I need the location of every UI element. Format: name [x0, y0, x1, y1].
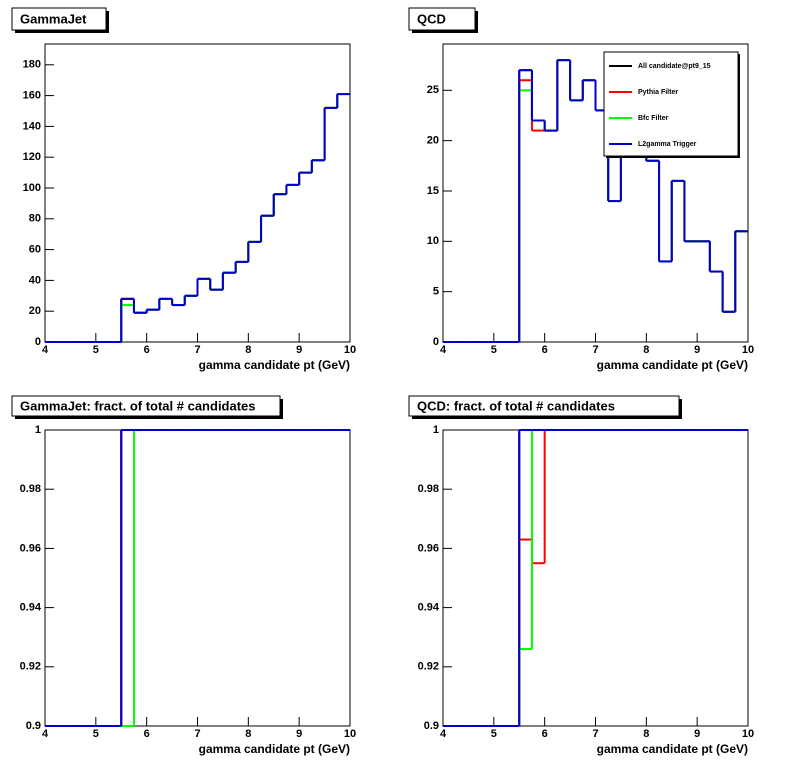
y-tick-label: 0.98: [418, 483, 439, 495]
y-tick-label: 1: [35, 424, 41, 436]
y-tick-label: 20: [427, 135, 439, 147]
x-tick-label: 7: [592, 344, 598, 356]
y-tick-label: 0.94: [20, 602, 42, 614]
x-tick-label: 4: [42, 344, 49, 356]
y-tick-label: 20: [29, 305, 41, 317]
legend-label: All candidate@pt9_15: [638, 63, 711, 70]
x-axis-label: gamma candidate pt (GeV): [597, 742, 748, 756]
x-tick-label: 8: [245, 344, 251, 356]
x-tick-label: 10: [742, 728, 754, 740]
y-tick-label: 60: [29, 244, 41, 256]
title-box: [11, 7, 107, 31]
title-box: [408, 7, 476, 31]
x-tick-label: 9: [694, 344, 700, 356]
x-tick-label: 6: [542, 344, 548, 356]
x-tick-label: 6: [542, 728, 548, 740]
histogram-series: [443, 429, 748, 727]
y-tick-label: 1: [433, 424, 439, 436]
x-tick-label: 10: [344, 728, 356, 740]
y-tick-label: 15: [427, 185, 439, 197]
x-tick-label: 6: [144, 344, 150, 356]
histogram-series: [45, 429, 350, 727]
x-axis-label: gamma candidate pt (GeV): [597, 358, 748, 372]
histogram-series: [443, 429, 748, 727]
x-tick-label: 10: [742, 344, 754, 356]
histogram-series: [45, 429, 350, 727]
legend-label: L2gamma Trigger: [638, 141, 697, 148]
chart-title: GammaJet: fract. of total # candidates: [20, 398, 256, 413]
title-box: [408, 395, 680, 417]
y-tick-label: 0.9: [26, 720, 41, 732]
y-tick-label: 0: [35, 336, 41, 348]
y-tick-label: 0.96: [418, 542, 439, 554]
histogram-series: [443, 429, 748, 727]
x-tick-label: 9: [694, 728, 700, 740]
plot-frame: [44, 429, 351, 727]
y-tick-label: 0.92: [418, 661, 439, 673]
x-tick-label: 7: [194, 344, 200, 356]
x-tick-label: 10: [344, 344, 356, 356]
title-box: [11, 395, 281, 417]
chart-title: GammaJet: [20, 11, 87, 26]
y-tick-label: 0.9: [424, 720, 439, 732]
y-tick-label: 0.94: [418, 602, 440, 614]
y-tick-label: 25: [427, 84, 439, 96]
x-tick-label: 8: [245, 728, 251, 740]
plot-frame: [44, 43, 351, 343]
x-axis-label: gamma candidate pt (GeV): [199, 742, 350, 756]
y-tick-label: 180: [23, 59, 41, 71]
legend-label: Pythia Filter: [638, 89, 678, 96]
y-tick-label: 0.96: [20, 542, 41, 554]
histogram-series: [45, 429, 350, 727]
x-tick-label: 5: [491, 344, 497, 356]
x-tick-label: 5: [93, 344, 99, 356]
histogram-series: [45, 93, 350, 343]
y-tick-label: 5: [433, 286, 439, 298]
y-tick-label: 120: [23, 151, 41, 163]
histogram-series: [45, 429, 350, 727]
chart-title: QCD: fract. of total # candidates: [417, 398, 615, 413]
x-tick-label: 5: [491, 728, 497, 740]
plot-frame: [442, 429, 749, 727]
x-tick-label: 4: [440, 728, 447, 740]
x-tick-label: 6: [144, 728, 150, 740]
y-tick-label: 80: [29, 213, 41, 225]
histogram-series: [443, 59, 748, 343]
x-tick-label: 4: [440, 344, 447, 356]
legend-label: Bfc Filter: [638, 115, 669, 122]
x-tick-label: 9: [296, 344, 302, 356]
x-tick-label: 8: [643, 344, 649, 356]
y-tick-label: 160: [23, 89, 41, 101]
y-tick-label: 140: [23, 120, 41, 132]
y-tick-label: 0.92: [20, 661, 41, 673]
histogram-series: [45, 93, 350, 343]
chart-title: QCD: [417, 11, 446, 26]
x-tick-label: 4: [42, 728, 49, 740]
x-tick-label: 5: [93, 728, 99, 740]
x-tick-label: 7: [194, 728, 200, 740]
histogram-series: [443, 429, 748, 727]
y-tick-label: 10: [427, 235, 439, 247]
y-tick-label: 100: [23, 182, 41, 194]
y-tick-label: 0: [433, 336, 439, 348]
histogram-series: [45, 93, 350, 343]
histogram-series: [45, 93, 350, 343]
x-axis-label: gamma candidate pt (GeV): [199, 358, 350, 372]
x-tick-label: 7: [592, 728, 598, 740]
y-tick-label: 0.98: [20, 483, 41, 495]
legend-box: [603, 51, 739, 157]
x-tick-label: 8: [643, 728, 649, 740]
y-tick-label: 40: [29, 274, 41, 286]
x-tick-label: 9: [296, 728, 302, 740]
